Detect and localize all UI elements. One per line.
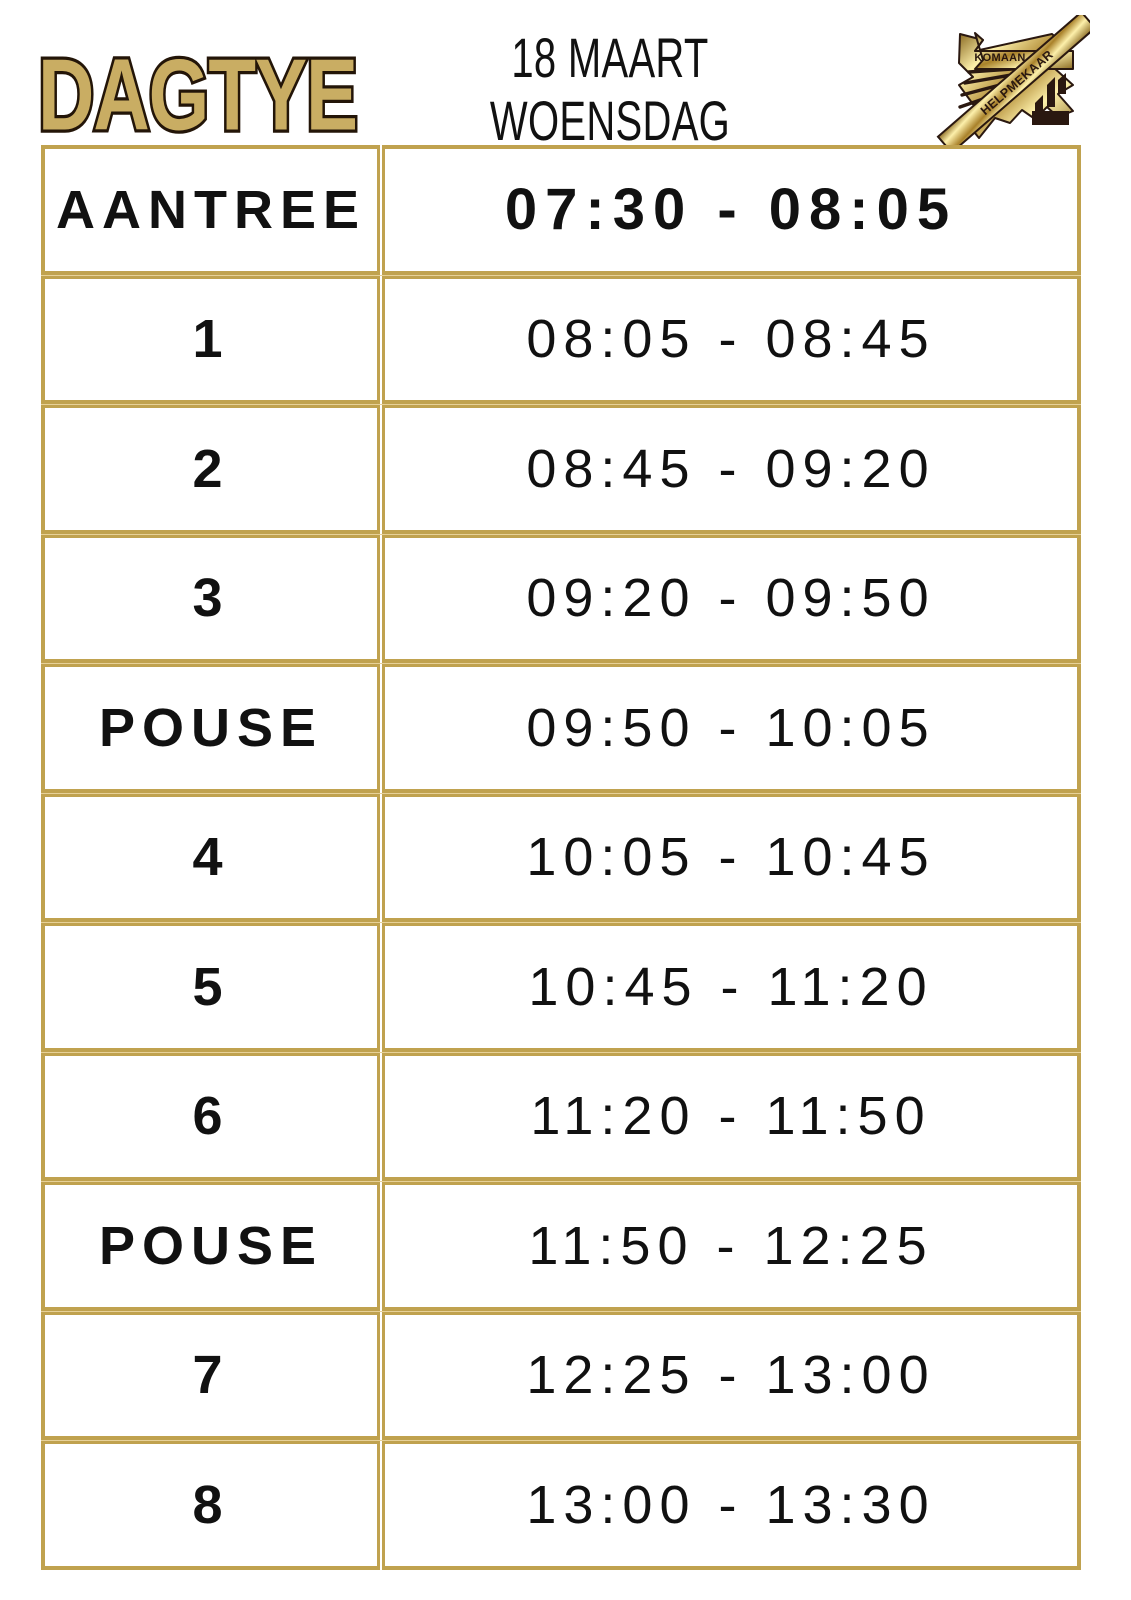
svg-text:KOMAAN: KOMAAN bbox=[974, 52, 1025, 64]
